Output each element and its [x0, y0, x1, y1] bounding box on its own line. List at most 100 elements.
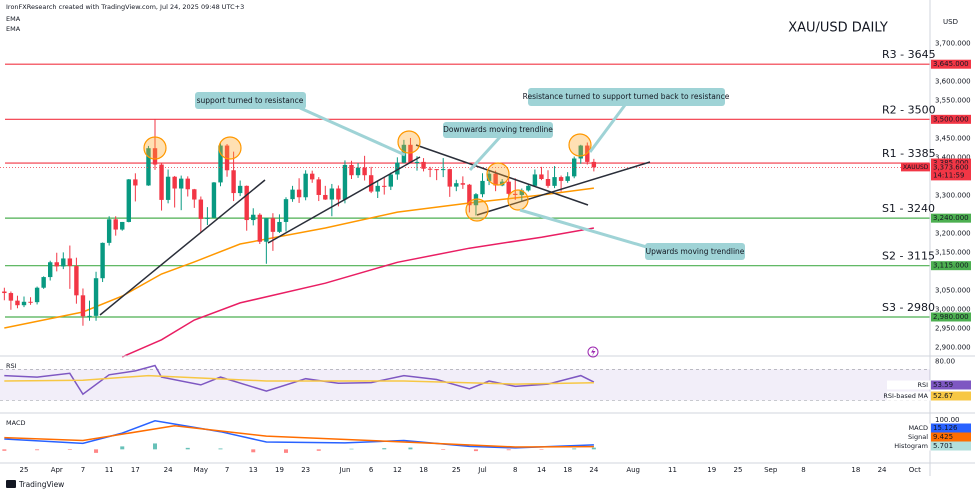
indicator-tag-value [931, 432, 971, 442]
brand-name: TradingView [18, 480, 64, 489]
candle-body [434, 169, 439, 171]
candle-body [185, 178, 190, 190]
candle-body [270, 218, 276, 232]
histogram-bar [2, 449, 7, 451]
indicator-line [4, 425, 594, 448]
candle-body [460, 183, 466, 185]
candle-body [290, 189, 295, 200]
highlight-circle [568, 133, 592, 157]
candle-body [244, 185, 249, 221]
histogram-bar [120, 446, 125, 450]
x-tick-label: Sep [764, 466, 778, 474]
brand-logo [6, 480, 16, 488]
candle-body [179, 178, 184, 189]
price-pane [0, 63, 930, 358]
candle-body [113, 219, 118, 230]
candle-body [152, 148, 158, 165]
candle-body [100, 242, 105, 279]
candle-body [545, 179, 551, 186]
candle-body [80, 295, 86, 317]
candle-body [224, 145, 230, 171]
histogram-bar [251, 449, 256, 453]
x-tick-label: 23 [301, 466, 310, 474]
candle-body [192, 189, 197, 200]
annotation: Downwards moving trendline [443, 125, 553, 134]
x-tick-label: Oct [909, 466, 921, 474]
highlight-circle [507, 189, 529, 211]
candle-body [362, 167, 367, 176]
candle-body [283, 199, 289, 222]
histogram-bar [408, 447, 413, 450]
annotation: Resistance turned to support turned back… [523, 92, 730, 101]
x-tick-label: 19 [707, 466, 716, 474]
level-tag-text: 3,500.000 [933, 115, 969, 123]
candle-body [133, 179, 138, 186]
candle-body [316, 179, 321, 195]
annotation-box [443, 122, 553, 138]
candle-body [211, 182, 217, 218]
x-tick-label: 25 [733, 466, 742, 474]
level-tag-text: 3,240.000 [933, 214, 969, 222]
candle-body [310, 173, 315, 180]
symbol-tag-text: XAUUSD [903, 164, 929, 171]
level-tag [931, 213, 971, 223]
highlight-circle [397, 130, 421, 154]
indicator-tag-value [931, 391, 971, 401]
x-tick-label: 18 [419, 466, 428, 474]
candle-body [454, 183, 459, 187]
candle-body [126, 179, 131, 222]
symbol-tag [901, 163, 930, 172]
level-label: R2 - 3500 [882, 103, 936, 116]
x-tick-label: Jul [477, 466, 487, 474]
indicator-tag-value [931, 441, 971, 451]
candle-body [572, 158, 577, 177]
x-tick-label: 13 [249, 466, 258, 474]
x-tick-label: 17 [131, 466, 140, 474]
x-tick-label: 25 [20, 466, 29, 474]
macd-pane-title: MACD [6, 419, 25, 427]
event-icon[interactable] [587, 346, 599, 358]
annotation-pointer [299, 106, 406, 157]
level-label: S2 - 3115 [882, 250, 935, 263]
candle-body [67, 258, 73, 267]
candle-body [578, 145, 583, 159]
histogram-bar [473, 449, 478, 452]
histogram-bar [153, 443, 157, 450]
candle-body [486, 173, 492, 181]
indicator-tag-name [887, 441, 930, 451]
x-tick-label: 12 [393, 466, 402, 474]
x-tick-label: 25 [452, 466, 461, 474]
annotation-box [645, 243, 745, 260]
candle-body [355, 167, 361, 176]
candle-body [74, 266, 79, 296]
indicator-tag-value [931, 380, 971, 390]
indicator-tag-name-text: Histogram [894, 442, 928, 450]
highlight-circle [143, 136, 167, 160]
candle-body [447, 169, 452, 187]
x-tick-label: 11 [105, 466, 114, 474]
candle-body [408, 144, 413, 164]
trendline [415, 144, 589, 206]
y-tick-label: 2,950.000 [935, 324, 971, 332]
y-tick-label: 3,550.000 [935, 96, 971, 104]
level-tag [931, 114, 971, 124]
x-tick-label: 7 [81, 466, 85, 474]
histogram-bar [284, 449, 288, 453]
histogram-bar [35, 449, 40, 451]
y-tick-label: 3,450.000 [935, 134, 971, 142]
candle-body [499, 181, 505, 186]
y-tick-label: 3,000.000 [935, 305, 971, 313]
indicator-tag-value-text: 5.701 [933, 442, 953, 450]
y-tick-label: 3,300.000 [935, 191, 971, 199]
histogram-bar [67, 449, 72, 450]
histogram-bar [539, 449, 544, 450]
x-tick-label: 24 [164, 466, 173, 474]
y-tick-label: 3,600.000 [935, 77, 971, 85]
level-tag [931, 312, 971, 322]
x-tick-label: 18 [851, 466, 860, 474]
candle-body [120, 221, 125, 230]
y-tick-label: 3,700.000 [935, 39, 971, 47]
level-tag-text: 2,980.000 [933, 313, 969, 321]
histogram-bar [218, 448, 223, 450]
candle-body [159, 164, 164, 200]
